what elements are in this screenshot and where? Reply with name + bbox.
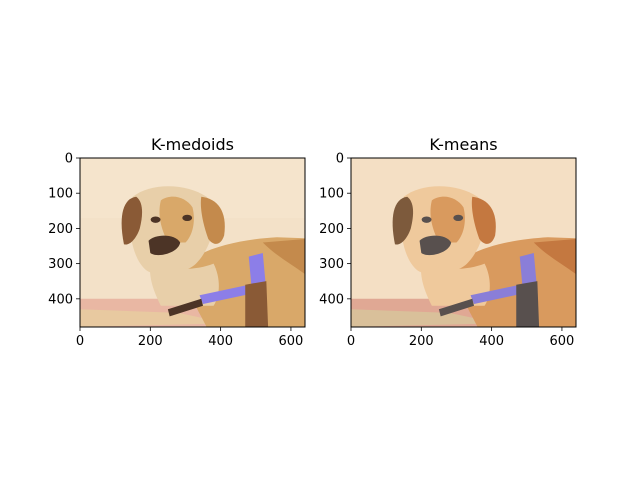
x-tick-label: 600 <box>550 334 575 349</box>
x-tick-label: 200 <box>138 334 163 349</box>
panel-title: K-means <box>429 135 497 154</box>
x-tick-label: 400 <box>479 334 504 349</box>
panel-title: K-medoids <box>151 135 234 154</box>
y-tick-label: 100 <box>48 187 73 202</box>
x-tick-label: 600 <box>279 334 304 349</box>
quantized-image <box>80 158 305 327</box>
x-tick-label: 400 <box>208 334 233 349</box>
y-tick-label: 300 <box>48 257 73 272</box>
x-tick-label: 0 <box>76 334 84 349</box>
y-tick-label: 200 <box>319 222 344 237</box>
x-tick-label: 0 <box>347 334 355 349</box>
y-tick-label: 200 <box>48 222 73 237</box>
quantized-image <box>351 158 576 327</box>
y-tick-label: 100 <box>319 187 344 202</box>
y-tick-label: 400 <box>48 292 73 307</box>
y-tick-label: 300 <box>319 257 344 272</box>
panel-kmedoids: K-medoids 0 200 400 600 0 100 200 300 400 <box>48 135 305 349</box>
x-tick-label: 200 <box>409 334 434 349</box>
y-tick-label: 0 <box>336 152 344 167</box>
y-tick-label: 0 <box>65 152 73 167</box>
y-tick-label: 400 <box>319 292 344 307</box>
panel-kmeans: K-means 0 200 400 600 0 100 200 300 400 <box>319 135 576 349</box>
